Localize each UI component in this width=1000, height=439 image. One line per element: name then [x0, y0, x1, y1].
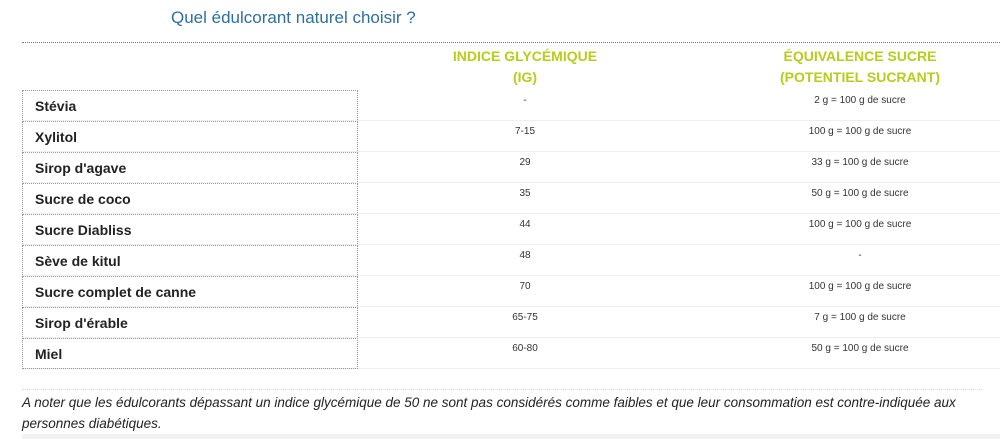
cell: 44: [519, 219, 531, 230]
cell: 100 g = 100 g de sucre: [808, 126, 912, 137]
footer-bar: [22, 434, 1000, 439]
row-label: Miel: [22, 338, 358, 369]
header-line: (IG): [512, 69, 538, 85]
row-label: Sirop d'agave: [22, 152, 358, 182]
table-row: Sucre Diabliss 44 100 g = 100 g de sucre: [22, 214, 1000, 245]
header-line: INDICE GLYCÉMIQUE: [452, 48, 598, 64]
cell: 70: [519, 281, 531, 292]
divider: [22, 42, 1000, 43]
cell: -: [523, 95, 527, 106]
row-label: Sucre complet de canne: [22, 276, 358, 306]
cell: 7-15: [514, 126, 535, 137]
cell: 35: [519, 188, 531, 199]
row-label: Sève de kitul: [22, 245, 358, 275]
cell: -: [858, 250, 862, 261]
note: A noter que les édulcorants dépassant un…: [22, 389, 982, 434]
header-line: ÉQUIVALENCE SUCRE: [783, 48, 937, 64]
header-line: (POTENTIEL SUCRANT): [780, 69, 940, 85]
table-row: Sucre de coco 35 50 g = 100 g de sucre: [22, 183, 1000, 214]
column-header: ÉQUIVALENCE SUCRE (POTENTIEL SUCRANT): [720, 46, 1000, 88]
cell: 65-75: [512, 312, 538, 323]
table-row: Stévia - 2 g = 100 g de sucre: [22, 90, 1000, 121]
cell: 29: [519, 157, 531, 168]
table-row: Sirop d'érable 65-75 7 g = 100 g de sucre: [22, 307, 1000, 338]
cell: 100 g = 100 g de sucre: [808, 281, 912, 292]
row-label: Stévia: [22, 90, 358, 120]
row-label: Xylitol: [22, 121, 358, 151]
column-header: INDICE GLYCÉMIQUE (IG): [400, 46, 650, 88]
cell: 100 g = 100 g de sucre: [808, 219, 912, 230]
cell: 60-80: [512, 343, 538, 354]
cell: 50 g = 100 g de sucre: [811, 343, 909, 354]
table-row: Sirop d'agave 29 33 g = 100 g de sucre: [22, 152, 1000, 183]
cell: 2 g = 100 g de sucre: [814, 95, 906, 106]
row-label: Sucre de coco: [22, 183, 358, 213]
table-row: Sève de kitul 48 -: [22, 245, 1000, 276]
table: Stévia - 2 g = 100 g de sucre Xylitol 7-15 10…: [22, 90, 1000, 369]
cell: 48: [519, 250, 531, 261]
cell: 33 g = 100 g de sucre: [811, 157, 909, 168]
table-row: Miel 60-80 50 g = 100 g de sucre: [22, 338, 1000, 369]
title: Quel édulcorant naturel choisir ?: [171, 8, 416, 27]
row-label: Sirop d'érable: [22, 307, 358, 337]
row-label: Sucre Diabliss: [22, 214, 358, 244]
cell: 7 g = 100 g de sucre: [814, 312, 906, 323]
table-row: Xylitol 7-15 100 g = 100 g de sucre: [22, 121, 1000, 152]
cell: 50 g = 100 g de sucre: [811, 188, 909, 199]
table-row: Sucre complet de canne 70 100 g = 100 g de…: [22, 276, 1000, 307]
